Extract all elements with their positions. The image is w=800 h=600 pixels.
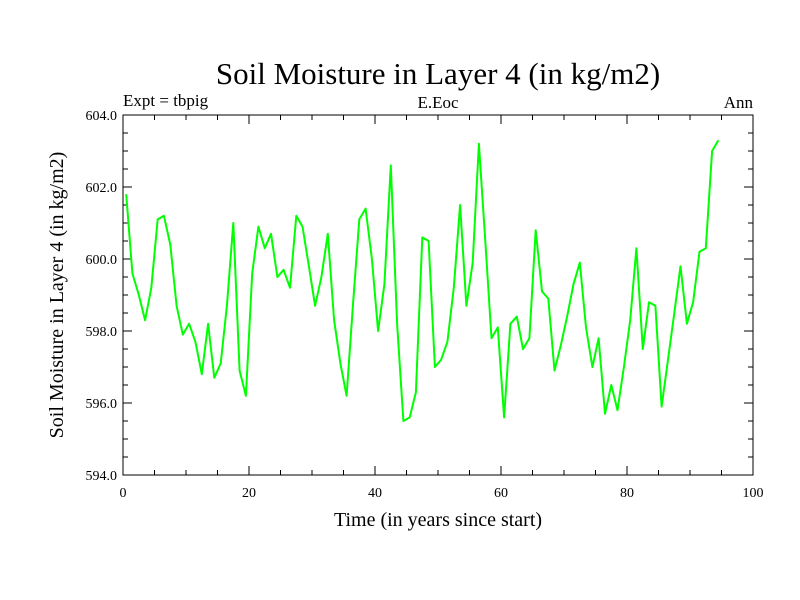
plot-frame [122, 114, 754, 476]
x-tick-label: 40 [368, 486, 382, 501]
season-label: Ann [724, 93, 754, 112]
chart-title: Soil Moisture in Layer 4 (in kg/m2) [216, 56, 660, 91]
x-tick-label: 60 [494, 486, 508, 501]
y-tick-label: 598.0 [86, 325, 118, 340]
y-tick-label: 604.0 [86, 109, 118, 124]
experiment-label: Expt = tbpig [123, 91, 209, 110]
x-axis-label: Time (in years since start) [334, 509, 542, 531]
y-tick-label: 594.0 [86, 469, 118, 484]
x-tick-label: 0 [120, 486, 127, 501]
soil-moisture-series-line [125, 139, 720, 422]
x-tick-label: 80 [620, 486, 634, 501]
y-tick-label: 596.0 [86, 397, 118, 412]
axis-ticks [122, 114, 754, 476]
y-tick-label: 602.0 [86, 181, 118, 196]
case-label: E.Eoc [417, 93, 459, 112]
y-tick-label: 600.0 [86, 253, 118, 268]
x-tick-label: 20 [242, 486, 256, 501]
tick-labels: 0 20 40 60 80 100 594.0 596.0 598.0 600.0 602.0 604… [86, 109, 764, 501]
x-tick-label: 100 [743, 486, 764, 501]
y-axis-label: Soil Moisture in Layer 4 (in kg/m2) [46, 152, 68, 439]
